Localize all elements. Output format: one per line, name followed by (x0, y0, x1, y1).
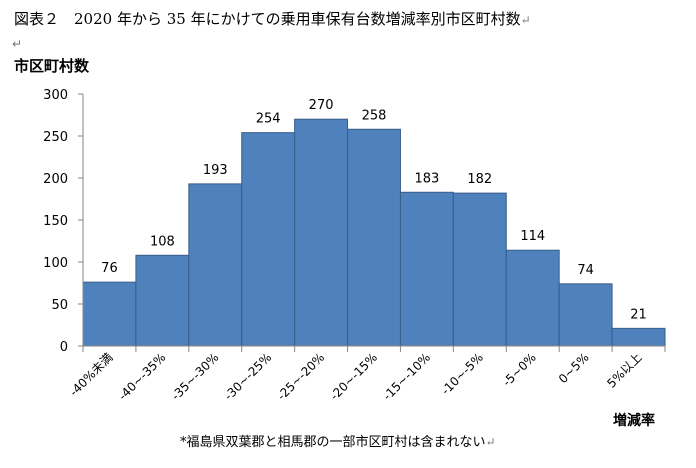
data-label: 108 (150, 234, 175, 249)
data-label: 258 (362, 108, 387, 123)
y-axis-label: 市区町村数 (14, 57, 90, 75)
x-axis-label: 増減率 (613, 413, 655, 429)
data-label: 76 (101, 261, 118, 276)
x-tick-label: 0~5% (556, 350, 592, 386)
y-tick-label: 200 (43, 172, 68, 187)
bar (558, 283, 613, 347)
y-tick-label: 150 (43, 214, 68, 229)
data-label: 74 (577, 263, 594, 278)
y-tick-label: 300 (43, 88, 68, 103)
data-label: 183 (414, 171, 439, 186)
x-tick-label: -20~-15% (327, 350, 380, 403)
y-tick-label: 100 (43, 256, 68, 271)
x-tick-label: -40%未満 (67, 350, 116, 399)
data-label: 182 (467, 172, 492, 187)
x-tick-label: -15~-10% (380, 350, 433, 403)
x-tick-label: -30~-25% (222, 350, 275, 403)
bar (188, 183, 243, 347)
bar (505, 249, 560, 347)
paragraph-return-mark: ↵ (12, 37, 23, 51)
x-tick-label: -5~0% (500, 350, 539, 389)
data-label: 254 (256, 112, 281, 127)
bar (82, 281, 137, 347)
y-tick-label: 250 (43, 130, 68, 145)
footnote: *福島県双葉郡と相馬郡の一部市区町村は含まれない↵ (180, 435, 496, 450)
x-tick-label: 5%以上 (604, 350, 644, 390)
bar (347, 128, 401, 347)
x-tick-label: -10~-5% (439, 350, 486, 397)
chart-title: 図表２ 2020 年から 35 年にかけての乗用車保有台数増減率別市区町村数↵ (14, 10, 531, 28)
y-tick-label: 50 (51, 298, 68, 313)
data-label: 114 (520, 229, 545, 244)
data-label: 193 (203, 163, 228, 178)
bar (241, 132, 296, 347)
x-tick-label: -25~-20% (274, 350, 327, 403)
x-tick-label: -35~-30% (169, 350, 222, 403)
bar (452, 192, 507, 347)
bar (294, 118, 349, 347)
bar (611, 327, 666, 347)
bar (399, 191, 454, 347)
y-tick-label: 0 (60, 340, 68, 355)
x-tick-label: -40~-35% (116, 350, 169, 403)
bar (135, 254, 190, 347)
data-label: 270 (309, 98, 334, 113)
data-label: 21 (630, 307, 647, 322)
